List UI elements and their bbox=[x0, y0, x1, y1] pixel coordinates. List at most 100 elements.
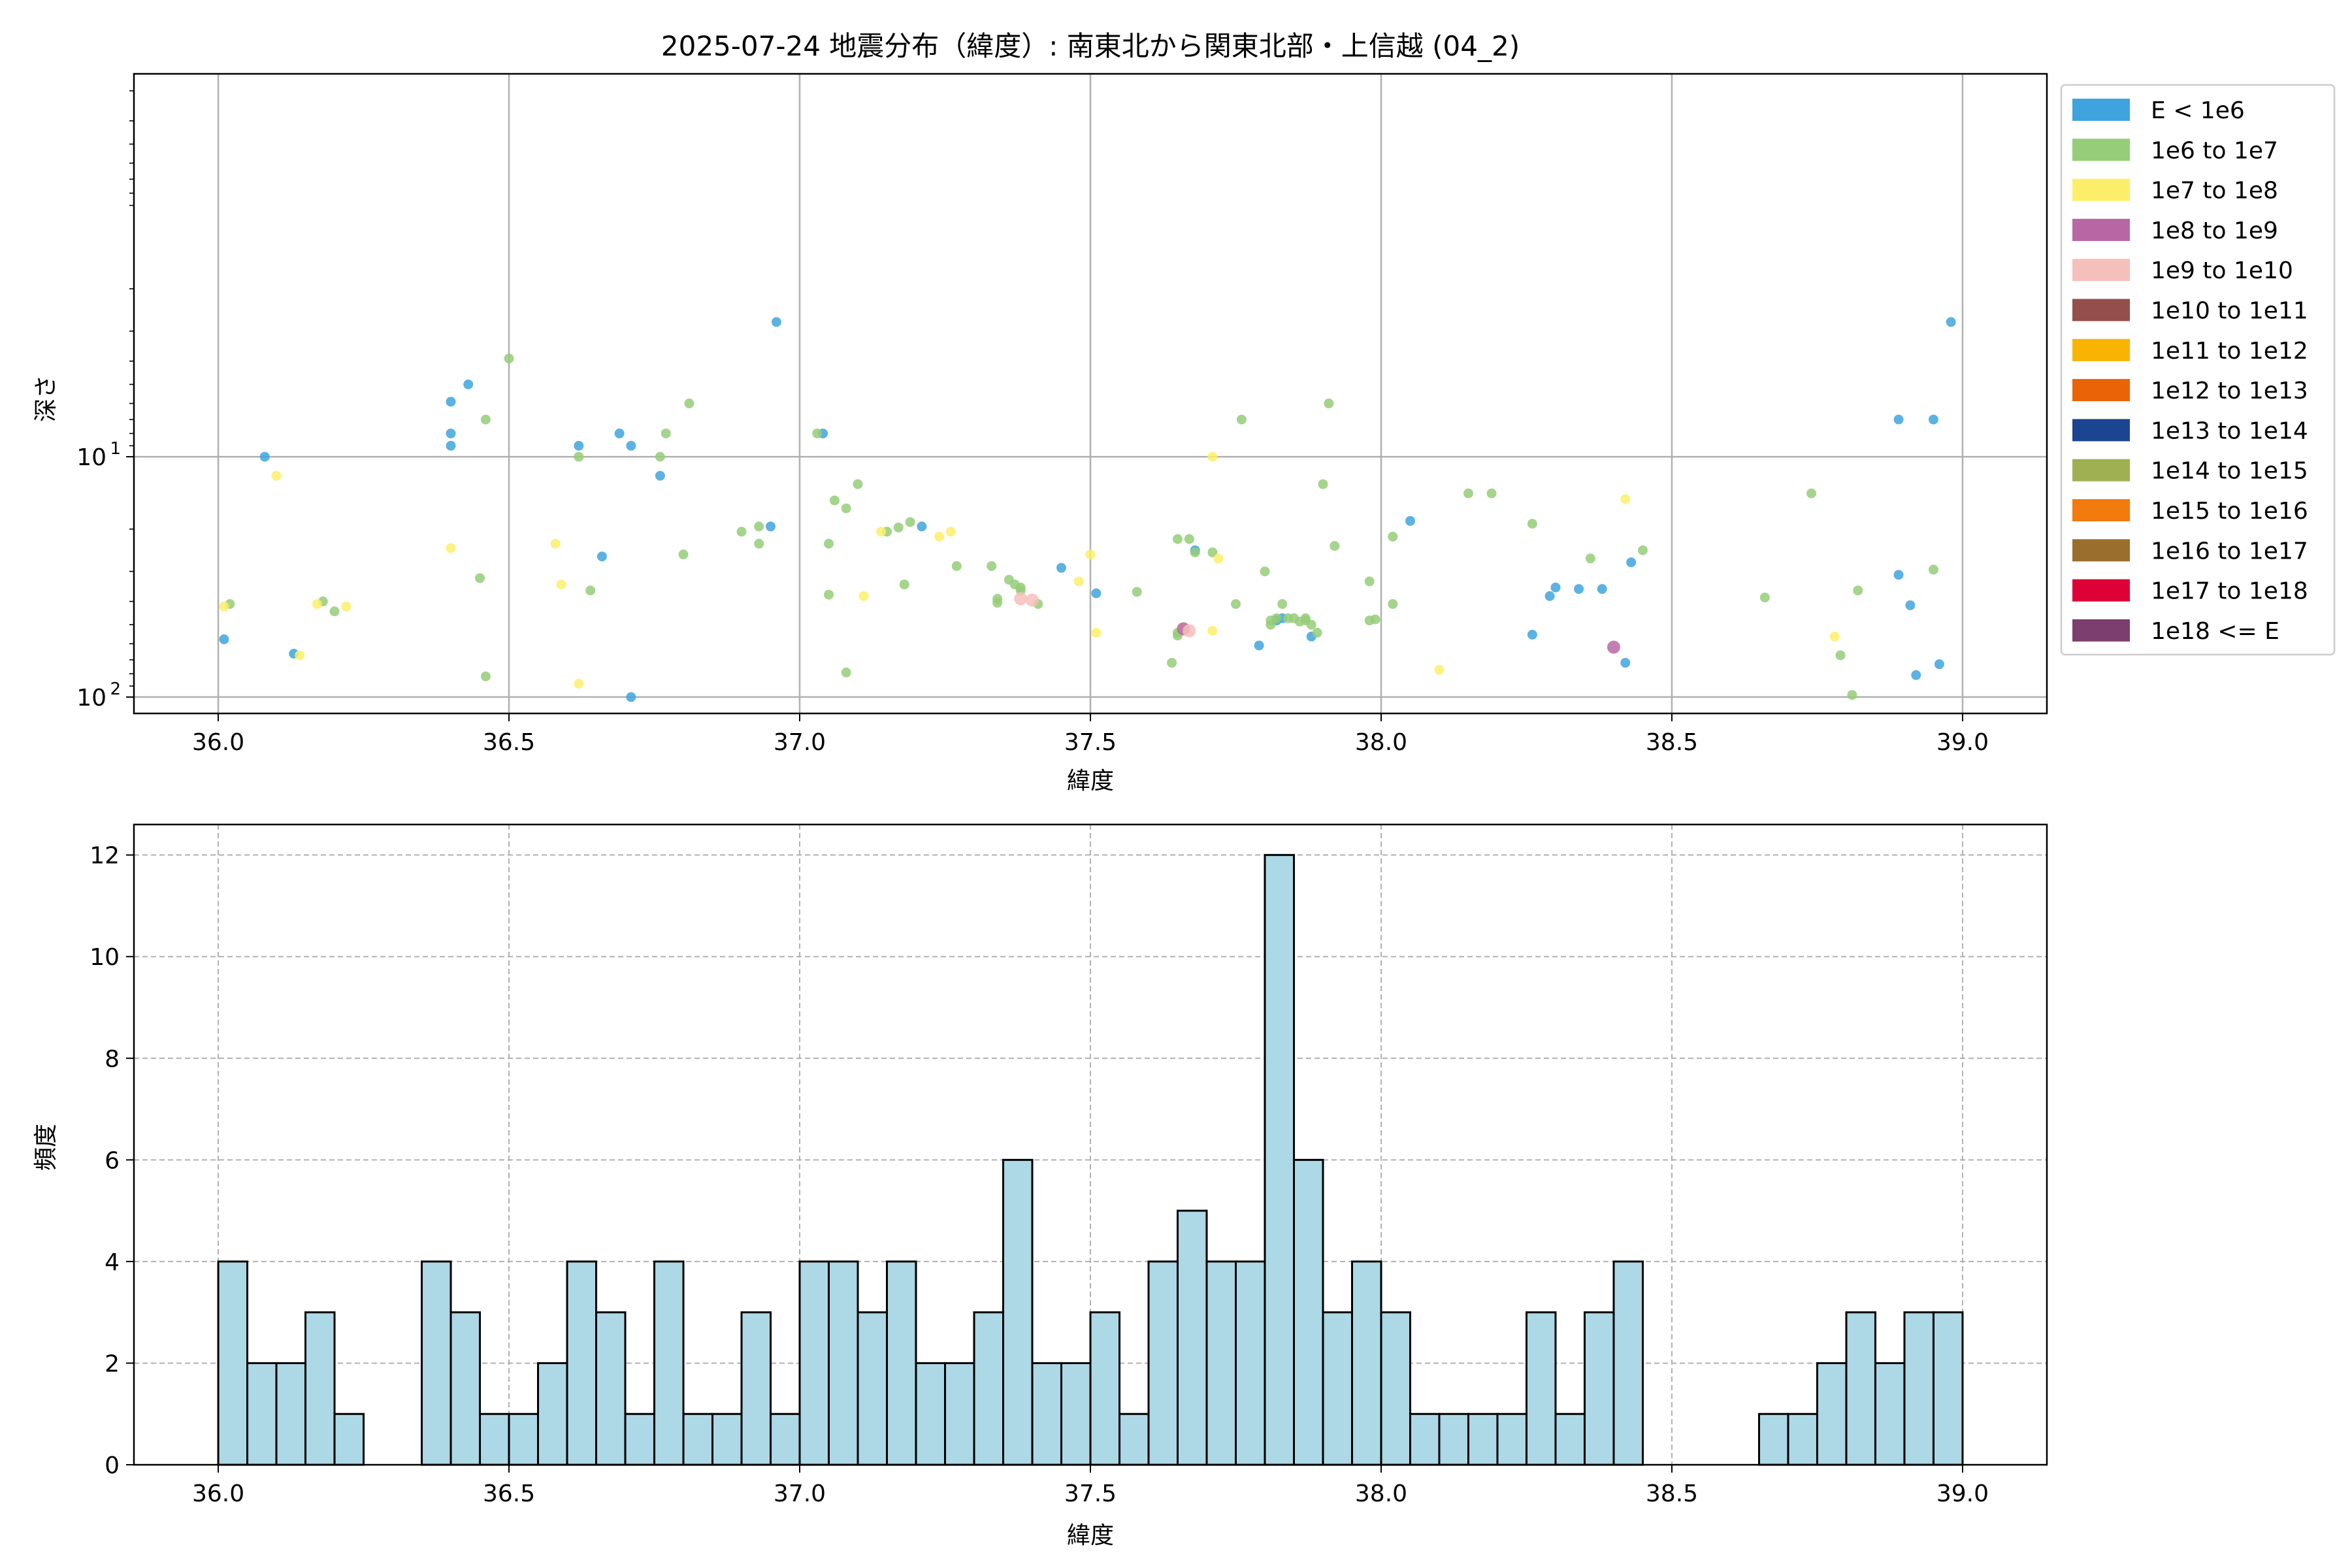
scatter-point bbox=[463, 379, 474, 389]
scatter-point bbox=[841, 503, 851, 514]
scatter-point bbox=[1330, 541, 1340, 551]
scatter-point bbox=[219, 601, 229, 612]
scatter-x-tick-label: 38.0 bbox=[1355, 729, 1407, 756]
scatter-point bbox=[754, 521, 764, 532]
histogram-bar bbox=[1757, 1413, 1789, 1466]
scatter-point bbox=[1574, 583, 1584, 594]
legend-entry-label: 1e13 to 1e14 bbox=[2151, 417, 2308, 444]
scatter-point bbox=[1637, 545, 1648, 555]
histogram-y-tick-label: 4 bbox=[105, 1249, 120, 1276]
scatter-point bbox=[1213, 553, 1224, 564]
legend-entry-label: 1e18 <= E bbox=[2151, 618, 2279, 645]
scatter-point bbox=[1544, 591, 1555, 601]
scatter-point bbox=[1085, 549, 1096, 560]
histogram-bar bbox=[421, 1260, 452, 1466]
scatter-point bbox=[1073, 576, 1084, 587]
scatter-point bbox=[1183, 624, 1196, 638]
histogram-y-tick-label: 8 bbox=[105, 1046, 120, 1073]
scatter-point bbox=[1847, 690, 1857, 700]
scatter-x-tick-label: 37.5 bbox=[1064, 729, 1117, 756]
scatter-point bbox=[771, 317, 781, 327]
legend-swatch bbox=[2072, 619, 2130, 642]
scatter-x-tick-label: 36.0 bbox=[192, 729, 244, 756]
histogram-bar bbox=[1350, 1260, 1382, 1466]
scatter-point bbox=[766, 521, 776, 532]
scatter-point bbox=[1527, 629, 1537, 640]
scatter-point bbox=[1486, 488, 1497, 498]
histogram-bar bbox=[304, 1311, 336, 1466]
scatter-point bbox=[219, 634, 229, 645]
scatter-point bbox=[1091, 627, 1102, 638]
histogram-bar bbox=[1380, 1311, 1411, 1466]
scatter-point bbox=[1893, 414, 1904, 425]
histogram-y-axis-label: 頻度 bbox=[33, 1124, 59, 1171]
histogram-bar bbox=[857, 1311, 889, 1466]
histogram-bar bbox=[479, 1413, 510, 1466]
scatter-point bbox=[295, 650, 305, 661]
scatter-point bbox=[626, 440, 636, 451]
histogram-grid bbox=[134, 825, 2047, 1465]
scatter-point bbox=[1306, 619, 1316, 630]
scatter-point bbox=[1318, 479, 1328, 489]
scatter-point bbox=[271, 470, 282, 481]
scatter-point bbox=[655, 470, 665, 481]
histogram-bar bbox=[653, 1260, 685, 1466]
scatter-point bbox=[1056, 563, 1067, 573]
histogram-bar bbox=[1205, 1260, 1237, 1466]
histogram-bar bbox=[508, 1413, 540, 1466]
scatter-point bbox=[1260, 566, 1270, 577]
scatter-point bbox=[475, 573, 485, 583]
scatter-point bbox=[1230, 598, 1241, 609]
histogram-bar bbox=[1903, 1311, 1935, 1466]
scatter-point bbox=[1806, 488, 1817, 498]
histogram-bar bbox=[1322, 1311, 1353, 1466]
scatter-y-tick-label: 10 bbox=[76, 685, 106, 711]
scatter-point bbox=[1853, 585, 1863, 596]
histogram-bar bbox=[624, 1413, 656, 1466]
scatter-point bbox=[1364, 576, 1375, 587]
histogram-bar bbox=[566, 1260, 598, 1466]
histogram-bar bbox=[1264, 854, 1295, 1466]
scatter-point bbox=[893, 522, 904, 532]
scatter-point bbox=[1928, 414, 1938, 425]
legend-swatch bbox=[2072, 139, 2130, 161]
scatter-x-ticks: 36.0 36.5 37.0 37.5 38.0 38.5 39.0 bbox=[192, 713, 1989, 756]
scatter-point bbox=[1167, 657, 1177, 668]
histogram-x-tick-label: 37.0 bbox=[774, 1480, 826, 1507]
scatter-point bbox=[1759, 592, 1770, 602]
scatter-point bbox=[341, 601, 351, 612]
scatter-point bbox=[876, 527, 887, 537]
scatter-point bbox=[1271, 613, 1282, 623]
histogram-x-axis-label: 緯度 bbox=[1067, 1522, 1114, 1549]
histogram-bar bbox=[1234, 1260, 1266, 1466]
histogram-y-tick-label: 6 bbox=[105, 1147, 120, 1174]
scatter-point bbox=[945, 527, 956, 537]
histogram-bar bbox=[537, 1362, 568, 1466]
legend-entry-label: 1e9 to 1e10 bbox=[2151, 257, 2293, 284]
legend-entry-label: 1e6 to 1e7 bbox=[2151, 137, 2278, 164]
histogram-bar bbox=[973, 1311, 1005, 1466]
histogram-bar bbox=[1467, 1413, 1499, 1466]
histogram-bar bbox=[1787, 1413, 1818, 1466]
legend-swatch bbox=[2072, 379, 2130, 402]
histogram-bar bbox=[1060, 1362, 1092, 1466]
scatter-point bbox=[1626, 557, 1637, 568]
histogram-bar bbox=[449, 1311, 482, 1466]
scatter-point bbox=[596, 551, 607, 562]
scatter-point bbox=[934, 531, 945, 542]
scatter-point bbox=[1620, 494, 1631, 504]
scatter-x-tick-label: 38.5 bbox=[1646, 729, 1698, 756]
histogram-bars bbox=[217, 854, 1964, 1466]
scatter-point bbox=[1277, 598, 1288, 609]
scatter-y-tick-label: 10 bbox=[76, 444, 106, 471]
scatter-point bbox=[987, 561, 997, 571]
scatter-point bbox=[1091, 588, 1102, 598]
histogram-bar bbox=[770, 1413, 801, 1466]
histogram-bar bbox=[217, 1260, 249, 1466]
histogram-bar bbox=[828, 1260, 859, 1466]
histogram-bar bbox=[798, 1260, 830, 1466]
scatter-point bbox=[574, 451, 584, 462]
scatter-point bbox=[853, 479, 863, 489]
histogram-bar bbox=[886, 1260, 917, 1466]
scatter-point bbox=[1928, 564, 1938, 575]
